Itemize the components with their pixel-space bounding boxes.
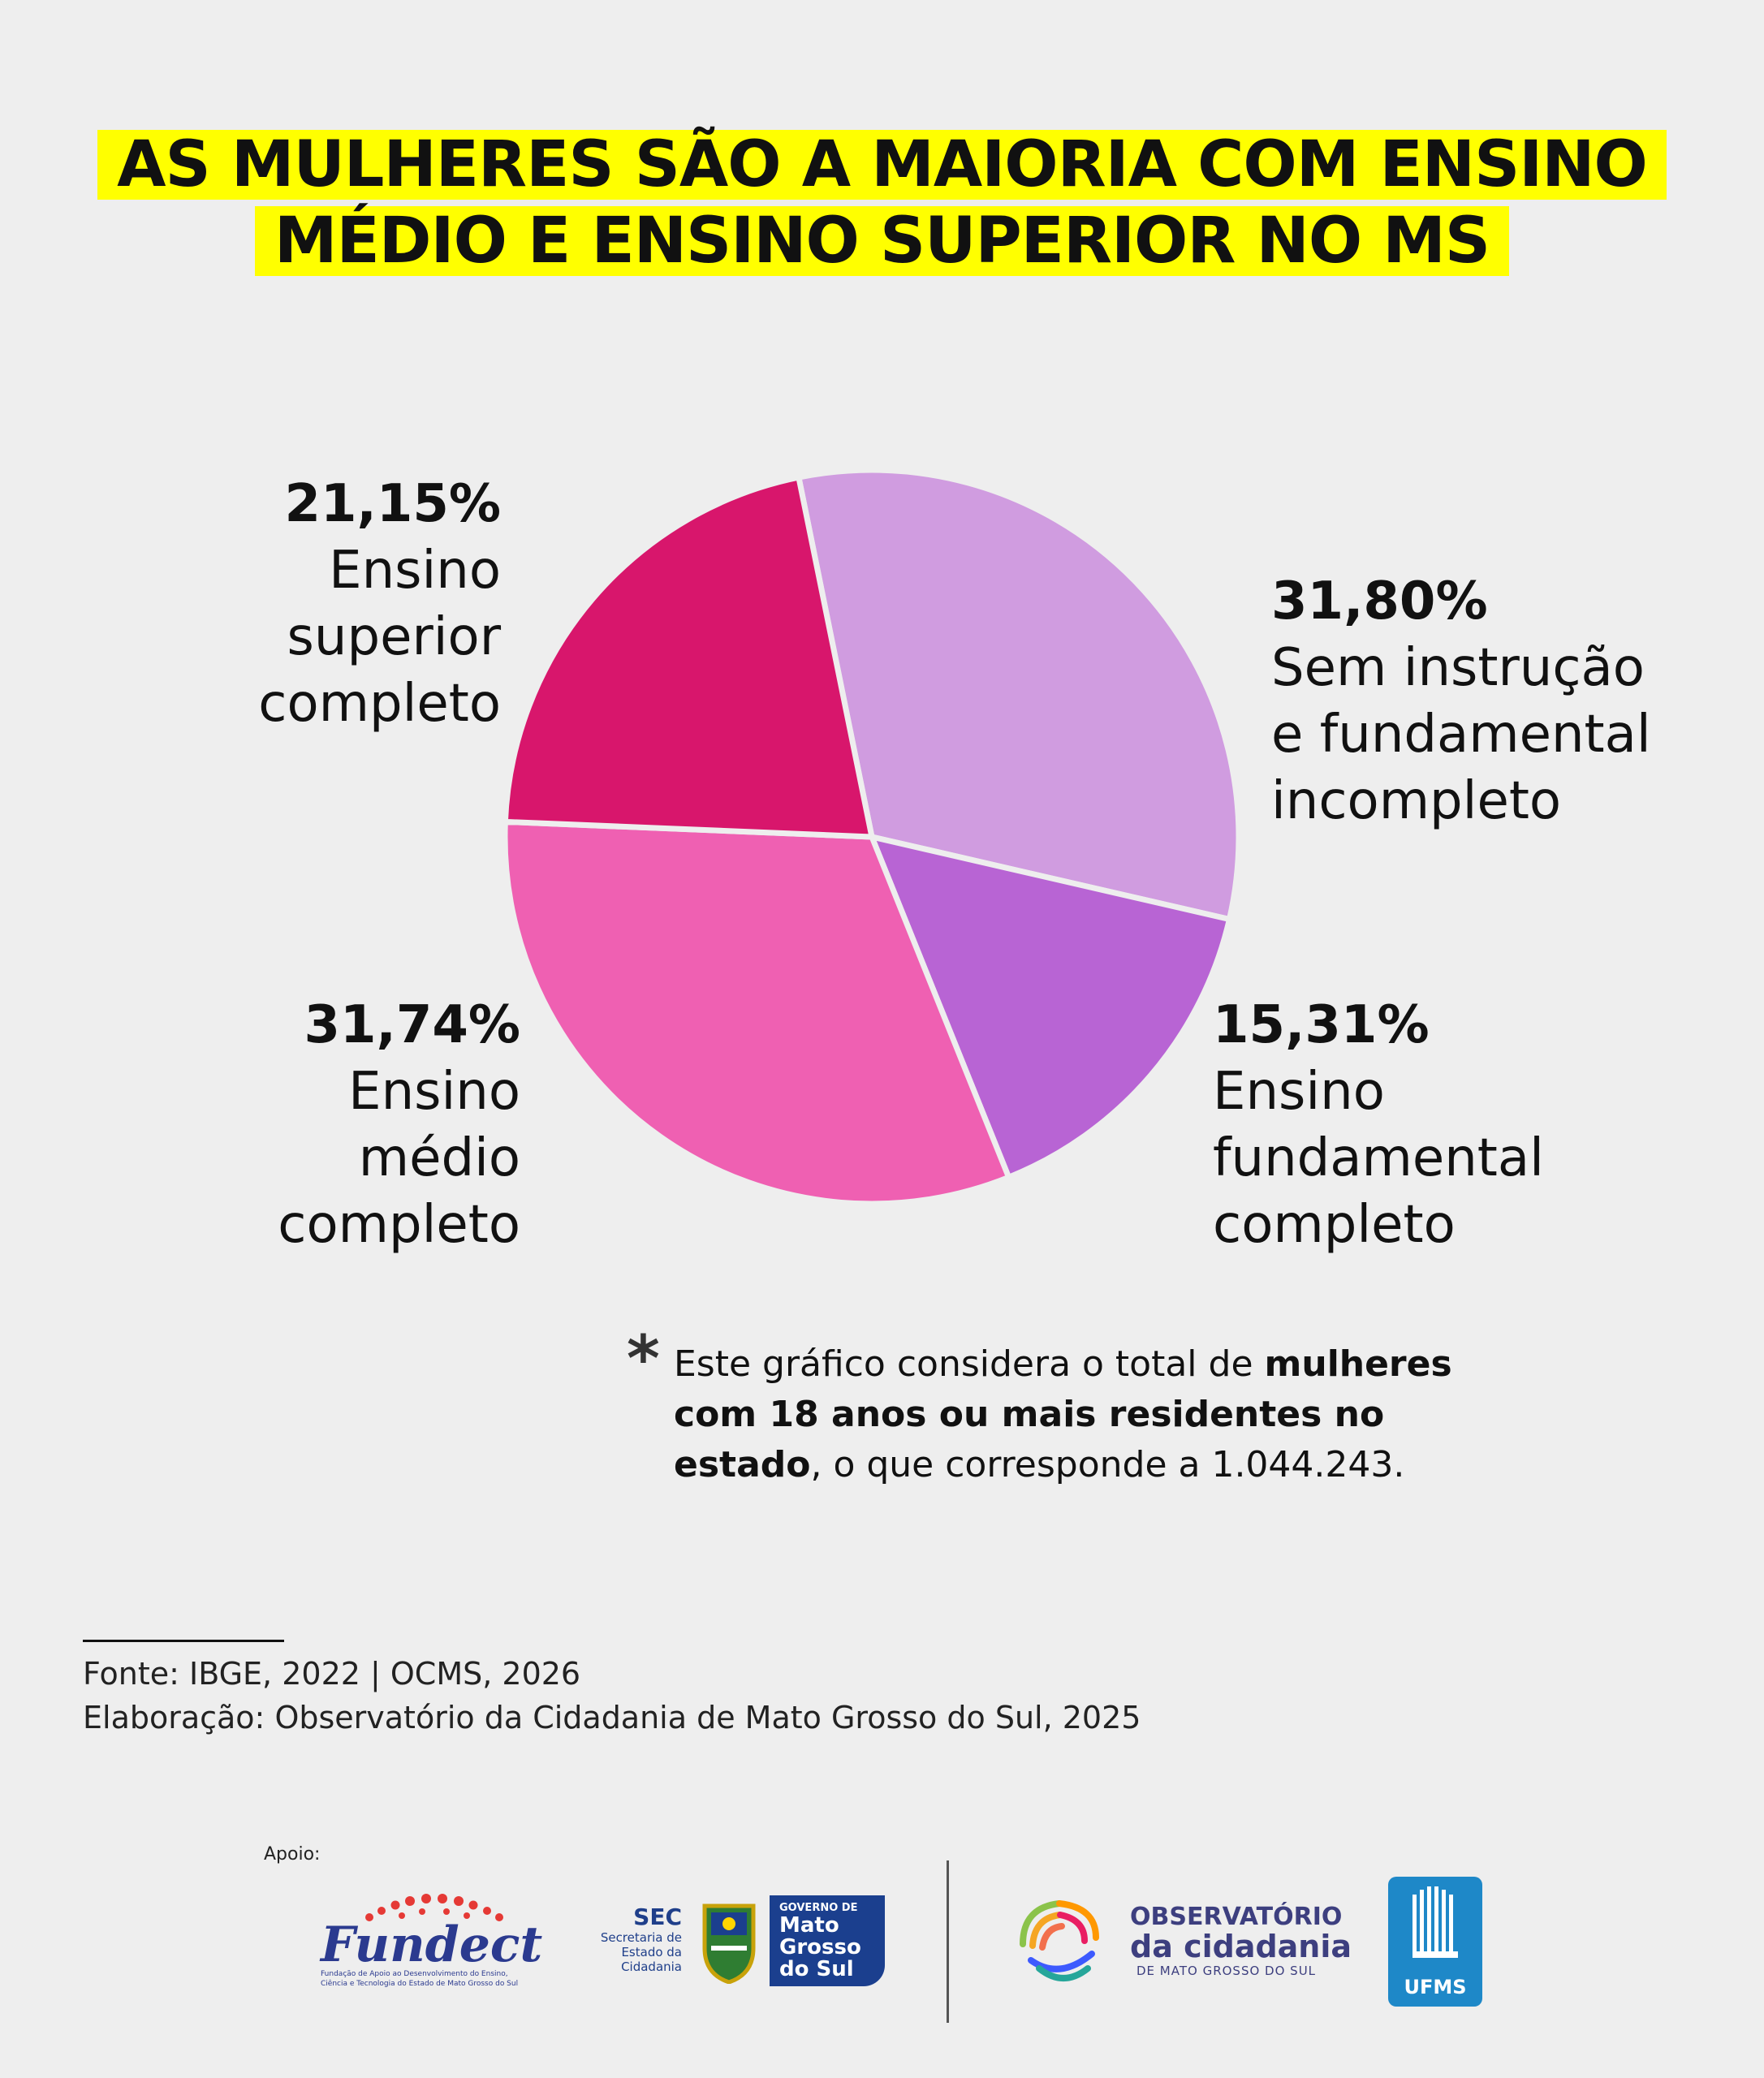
asterisk-icon: *	[627, 1323, 660, 1396]
pie-slice-fundamental	[869, 834, 1232, 1180]
slice-pct-superior: 21,15%	[284, 474, 501, 534]
pie-slice-superior	[502, 474, 875, 840]
elaboration-line: Elaboração: Observatório da Cidadania de…	[83, 1700, 1141, 1735]
chart-note: * Este gráfico considera o total de mulh…	[627, 1328, 1526, 1490]
source-divider	[83, 1640, 284, 1642]
pie-chart	[502, 467, 1242, 1207]
note-text-bold: mulheres com 18 anos ou mais residentes …	[674, 1343, 1452, 1485]
chart-title: AS MULHERES SÃO A MAIORIA COM ENSINO MÉD…	[0, 130, 1764, 276]
slice-label-fundamental: 15,31% Ensino fundamental completo	[1213, 992, 1544, 1258]
slice-pct-medio: 31,74%	[304, 995, 520, 1055]
source-block: Fonte: IBGE, 2022 | OCMS, 2026 Elaboraçã…	[83, 1652, 1141, 1740]
fundect-logo: Fundect Fundação de Apoio ao Desenvolvim…	[321, 1891, 543, 1989]
ufms-name: UFMS	[1404, 1976, 1467, 1998]
title-line-1: AS MULHERES SÃO A MAIORIA COM ENSINO	[97, 130, 1667, 200]
gov-label: GOVERNO DE	[779, 1902, 858, 1914]
apoio-label: Apoio:	[264, 1844, 321, 1865]
footer-divider	[947, 1860, 949, 2023]
ufms-logo: UFMS	[1388, 1877, 1482, 2007]
pie-slice-sem-instrucao	[796, 467, 1242, 923]
ocms-line-1: OBSERVATÓRIO	[1130, 1903, 1343, 1931]
sec-acronym: SEC	[633, 1903, 682, 1930]
slice-pct-sem-instrucao: 31,80%	[1271, 571, 1488, 632]
slice-label-medio: 31,74% Ensino médio completo	[278, 992, 520, 1258]
note-text-2: , o que corresponde a 1.044.243.	[810, 1444, 1405, 1485]
observatorio-logo-text: OBSERVATÓRIO da cidadania DE MATO GROSSO…	[1130, 1903, 1352, 1980]
fundect-subtitle: Fundação de Apoio ao Desenvolvimento do …	[321, 1970, 519, 1988]
coat-of-arms-icon	[702, 1903, 756, 1984]
slice-text-medio: Ensino médio completo	[278, 1062, 520, 1255]
note-text-1: Este gráfico considera o total de	[674, 1343, 1265, 1385]
ocms-line-3: DE MATO GROSSO DO SUL	[1136, 1964, 1317, 1978]
gov-state-name: Mato Grosso do Sul	[779, 1913, 861, 1981]
slice-text-superior: Ensino superior completo	[258, 541, 501, 734]
sec-logo: SEC Secretaria de Estado da Cidadania	[593, 1903, 682, 1974]
slice-pct-fundamental: 15,31%	[1213, 995, 1430, 1055]
ufms-building-icon	[1412, 1886, 1458, 1958]
slice-text-sem-instrucao: Sem instrução e fundamental incompleto	[1271, 638, 1651, 831]
observatorio-logo-icon	[1020, 1900, 1099, 1981]
pie-slice-medio	[502, 818, 1012, 1207]
title-line-2: MÉDIO E ENSINO SUPERIOR NO MS	[254, 206, 1510, 276]
slice-text-fundamental: Ensino fundamental completo	[1213, 1062, 1544, 1255]
fundect-name: Fundect	[321, 1916, 543, 1973]
sec-name: Secretaria de Estado da Cidadania	[600, 1930, 682, 1974]
ocms-line-2: da cidadania	[1130, 1929, 1352, 1964]
governo-ms-logo: GOVERNO DE Mato Grosso do Sul	[770, 1895, 885, 1986]
slice-label-superior: 21,15% Ensino superior completo	[258, 471, 501, 737]
source-line: Fonte: IBGE, 2022 | OCMS, 2026	[83, 1656, 581, 1692]
fundect-dots-icon	[365, 1894, 503, 1921]
slice-label-sem-instrucao: 31,80% Sem instrução e fundamental incom…	[1271, 568, 1651, 834]
